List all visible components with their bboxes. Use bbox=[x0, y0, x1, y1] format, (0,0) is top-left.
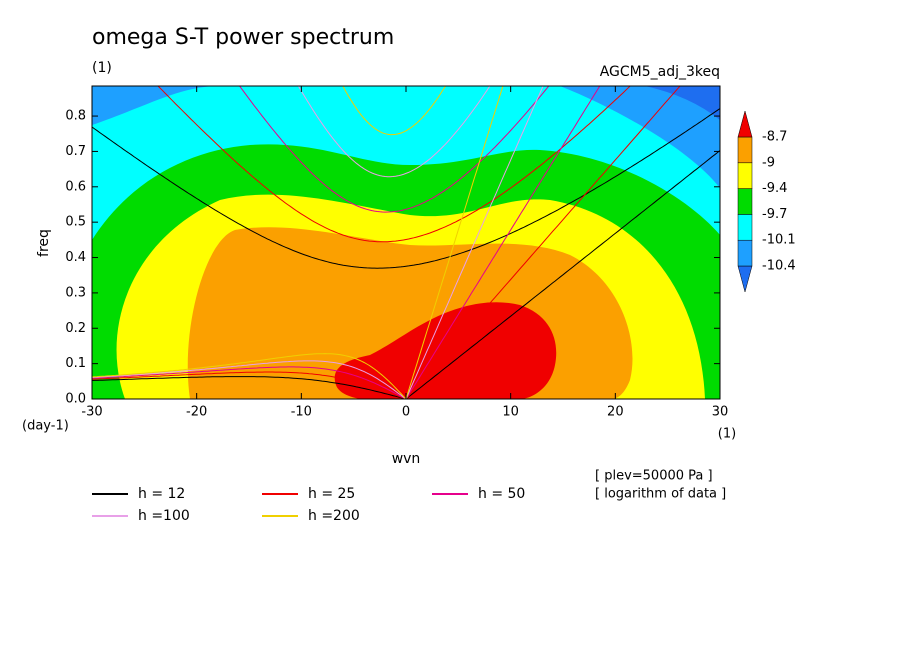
x-tick-label: -20 bbox=[186, 405, 207, 420]
colorbar-label: -10.1 bbox=[762, 233, 796, 248]
y-tick-label: 0.2 bbox=[65, 321, 86, 336]
y-tick-label: 0.3 bbox=[65, 285, 86, 300]
colorbar-segment bbox=[737, 162, 753, 189]
x-tick-label: 0 bbox=[402, 405, 410, 420]
dispersion-curve bbox=[92, 353, 407, 399]
legend-label: h = 12 bbox=[138, 486, 185, 502]
colorbar-label: -10.4 bbox=[762, 259, 796, 274]
colorbar-label: -8.7 bbox=[762, 130, 787, 145]
dispersion-curve bbox=[92, 366, 407, 399]
legend-label: h =100 bbox=[138, 508, 190, 524]
subtitle-right: AGCM5_adj_3keq bbox=[600, 64, 720, 80]
colorbar-label: -9 bbox=[762, 155, 775, 170]
colorbar-segment bbox=[737, 136, 753, 164]
y-tick-label: 0.4 bbox=[65, 250, 86, 265]
colorbar-segment bbox=[737, 265, 753, 293]
y-tick-label: 0.5 bbox=[65, 215, 86, 230]
legend-label: h = 25 bbox=[308, 486, 355, 502]
y-unit: (day-1) bbox=[22, 419, 69, 434]
dispersion-curve bbox=[297, 86, 491, 178]
contour-region bbox=[334, 302, 557, 399]
colorbar-segment bbox=[737, 239, 753, 267]
subtitle-left: (1) bbox=[92, 60, 112, 76]
dispersion-curve bbox=[92, 376, 407, 399]
note: [ plev=50000 Pa ] bbox=[595, 469, 713, 484]
colorbar-label: -9.7 bbox=[762, 207, 787, 222]
dispersion-curves bbox=[92, 86, 720, 399]
dispersion-curve bbox=[92, 371, 407, 399]
x-unit: (1) bbox=[718, 427, 736, 442]
dispersion-curve bbox=[238, 86, 550, 213]
contour-field bbox=[92, 86, 720, 399]
legend-label: h = 50 bbox=[478, 486, 525, 502]
dispersion-curve bbox=[405, 86, 681, 399]
x-tick-label: 10 bbox=[502, 405, 519, 420]
colorbar-segment bbox=[737, 110, 753, 138]
x-tick-label: 20 bbox=[607, 405, 624, 420]
dispersion-curve bbox=[92, 360, 407, 399]
dispersion-curve bbox=[405, 86, 601, 399]
contour-region bbox=[645, 86, 720, 120]
y-tick-label: 0.6 bbox=[65, 179, 86, 194]
dispersion-curve bbox=[92, 108, 720, 269]
y-tick-label: 0.7 bbox=[65, 144, 86, 159]
dispersion-curve bbox=[157, 86, 631, 243]
colorbar-segment bbox=[737, 188, 753, 215]
y-tick-label: 0.1 bbox=[65, 356, 86, 371]
dispersion-curve bbox=[405, 86, 504, 399]
x-tick-label: -10 bbox=[291, 405, 312, 420]
y-axis-label: freq bbox=[36, 229, 52, 257]
colorbar-segment bbox=[737, 214, 753, 241]
y-tick-label: 0.0 bbox=[65, 392, 86, 407]
legend-label: h =200 bbox=[308, 508, 360, 524]
dispersion-curve bbox=[405, 150, 720, 399]
x-tick-label: 30 bbox=[712, 405, 729, 420]
note: [ logarithm of data ] bbox=[595, 487, 726, 502]
chart-title: omega S-T power spectrum bbox=[92, 25, 394, 50]
colorbar-label: -9.4 bbox=[762, 181, 787, 196]
y-tick-label: 0.8 bbox=[65, 109, 86, 124]
dispersion-curve bbox=[342, 86, 447, 136]
dispersion-curve bbox=[405, 86, 544, 399]
x-axis-label: wvn bbox=[392, 451, 421, 467]
x-tick-label: -30 bbox=[81, 405, 102, 420]
